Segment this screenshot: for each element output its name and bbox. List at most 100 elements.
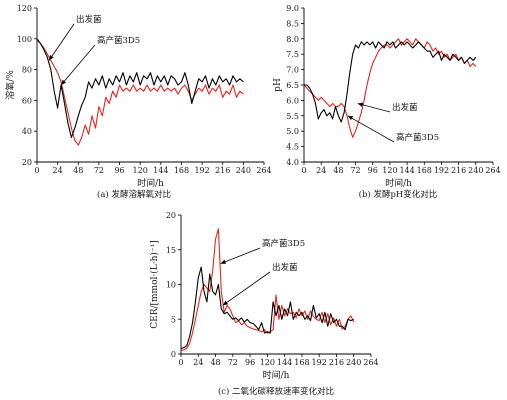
x-ticks: 0 24 48 72 96 120 144 168 192 216 240 264 <box>301 162 501 175</box>
y-tick-label: 6.0 <box>286 96 299 105</box>
x-tick-label: 144 <box>153 166 168 175</box>
annotation: 出发菌 <box>357 102 418 113</box>
x-tick-label: 240 <box>468 166 483 175</box>
x-tick-label: 216 <box>329 358 344 367</box>
y-tick-label: 7.5 <box>286 50 299 59</box>
panel-caption: (b) 发酵pH变化对比 <box>359 189 438 200</box>
annotation: 高产菌3D5 <box>60 35 140 86</box>
annotation: 高产菌3D5 <box>347 115 439 143</box>
x-tick-label: 72 <box>94 166 104 175</box>
y-ticks: 0 5 10 15 20 <box>166 211 181 359</box>
annotation-arrowhead <box>49 54 54 61</box>
x-tick-label: 216 <box>451 166 466 175</box>
x-tick-label: 168 <box>294 358 309 367</box>
x-tick-label: 120 <box>260 358 275 367</box>
x-tick-label: 240 <box>346 358 361 367</box>
x-axis-label: 时间/h <box>385 177 412 189</box>
annotation-arrowhead <box>222 300 229 306</box>
y-tick-label: 9.0 <box>286 4 299 13</box>
y-tick-label: 60 <box>22 96 32 105</box>
x-tick-label: 96 <box>114 166 124 175</box>
x-tick-label: 168 <box>174 166 189 175</box>
x-tick-label: 264 <box>363 358 378 367</box>
panel-caption: (c) 二氧化碳释放速率变化对比 <box>218 386 334 397</box>
y-tick-label: 5.0 <box>286 127 299 136</box>
x-tick-label: 144 <box>399 166 414 175</box>
y-axis-label: pH <box>273 78 283 92</box>
y-tick-label: 20 <box>22 158 32 167</box>
x-tick-label: 48 <box>210 358 220 367</box>
x-axis-label: 时间/h <box>263 369 290 381</box>
series-line-high-yield-3d5 <box>303 38 477 138</box>
x-tick-label: 168 <box>417 166 432 175</box>
y-tick-label: 80 <box>22 66 32 75</box>
series-line-starting-strain <box>304 41 477 123</box>
x-tick-label: 24 <box>193 358 203 367</box>
series-line-high-yield-3d5 <box>36 39 244 146</box>
x-tick-label: 72 <box>350 166 360 175</box>
y-tick-label: 10 <box>166 281 176 290</box>
annotation-leader <box>60 44 96 86</box>
annotation: 出发菌 <box>222 262 298 306</box>
x-tick-label: 144 <box>277 358 292 367</box>
panel-caption: (a) 发酵溶解氧对比 <box>97 189 171 200</box>
x-axis-label: 时间/h <box>137 177 164 189</box>
annotation-arrowhead <box>61 79 66 85</box>
y-tick-label: 40 <box>22 127 32 136</box>
x-tick-label: 48 <box>73 166 83 175</box>
chart-dissolved-oxygen: 0 24 48 72 96 120 144 168 192 216 240 264 20 40 60 80 10… <box>4 4 272 200</box>
y-tick-label: 8.0 <box>286 35 299 44</box>
annotation-leader <box>347 115 395 143</box>
annotation-arrowhead <box>220 259 227 264</box>
annotation-label: 出发菌 <box>392 102 418 113</box>
x-tick-label: 48 <box>333 166 343 175</box>
y-tick-label: 5 <box>171 315 176 324</box>
x-tick-label: 240 <box>236 166 251 175</box>
annotation-arrowhead <box>347 115 354 121</box>
x-tick-label: 24 <box>53 166 63 175</box>
x-tick-label: 0 <box>178 358 183 367</box>
x-tick-label: 192 <box>312 358 327 367</box>
x-tick-label: 72 <box>228 358 238 367</box>
x-tick-label: 192 <box>434 166 449 175</box>
y-tick-label: 0 <box>171 350 176 359</box>
y-tick-label: 8.5 <box>286 19 299 28</box>
y-axis-label: 溶氧/% <box>4 70 16 100</box>
y-tick-label: 4.0 <box>286 158 299 167</box>
x-tick-label: 96 <box>368 166 378 175</box>
y-tick-label: 4.5 <box>286 143 299 152</box>
x-ticks: 0 24 48 72 96 120 144 168 192 216 240 264 <box>178 354 379 367</box>
annotation-arrowhead <box>357 102 364 107</box>
x-tick-label: 216 <box>215 166 230 175</box>
annotation-label: 出发菌 <box>76 14 102 25</box>
x-tick-label: 264 <box>485 166 500 175</box>
y-tick-label: 100 <box>17 35 32 44</box>
x-tick-label: 0 <box>301 166 306 175</box>
y-tick-label: 15 <box>166 246 176 255</box>
annotation-leader <box>222 271 271 306</box>
chart-cer: 0 24 48 72 96 120 144 168 192 216 240 264 0 5 10 15 20 时间… <box>149 211 379 397</box>
y-ticks: 4.0 4.5 5.0 5.5 6.0 6.5 7.0 7.5 8.0 8.5 9.0 <box>286 4 304 167</box>
x-tick-label: 264 <box>256 166 271 175</box>
annotation-label: 出发菌 <box>272 262 298 273</box>
chart-ph: 0 24 48 72 96 120 144 168 192 216 240 264 4.0 4.5 5.0 5… <box>273 4 501 200</box>
annotation-label: 高产菌3D5 <box>97 35 140 46</box>
x-tick-label: 0 <box>34 166 39 175</box>
annotation-label: 高产菌3D5 <box>262 238 305 249</box>
y-tick-label: 7.0 <box>286 66 299 75</box>
y-axis-label: CER/[mmol·(L·h)⁻¹] <box>149 240 160 329</box>
x-tick-label: 192 <box>194 166 209 175</box>
y-tick-label: 5.5 <box>286 112 299 121</box>
series-line-starting-strain <box>36 38 244 138</box>
x-tick-label: 120 <box>382 166 397 175</box>
y-ticks: 20 40 60 80 100 120 <box>17 4 37 167</box>
x-tick-label: 24 <box>316 166 326 175</box>
x-ticks: 0 24 48 72 96 120 144 168 192 216 240 264 <box>34 162 272 175</box>
x-tick-label: 96 <box>245 358 255 367</box>
annotation-leader <box>357 103 391 113</box>
annotation-label: 高产菌3D5 <box>396 132 439 143</box>
series-line-high-yield-3d5 <box>180 228 355 352</box>
y-tick-label: 20 <box>166 211 176 220</box>
x-tick-label: 120 <box>133 166 148 175</box>
